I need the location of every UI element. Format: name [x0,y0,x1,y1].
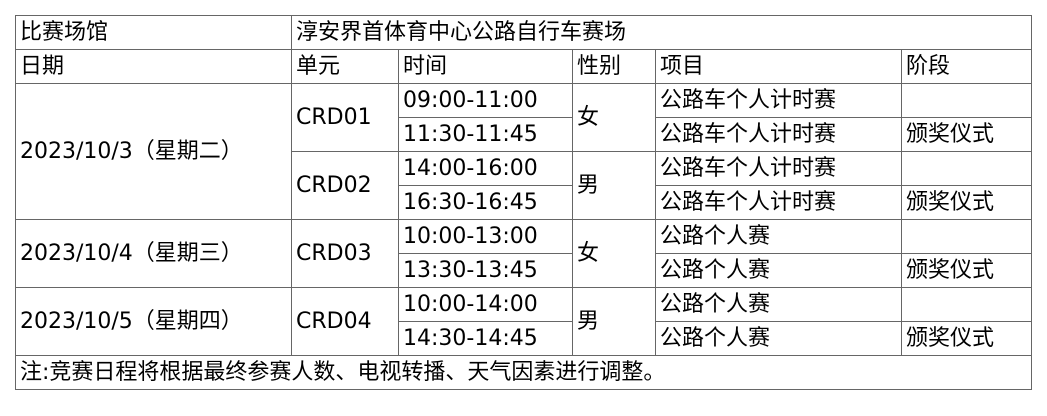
header-row: 日期 单元 时间 性别 项目 阶段 [15,49,1032,84]
date-cell: 2023/10/5（星期四） [15,287,292,356]
stage-cell: 颁奖仪式 [901,185,1032,220]
table-row: 2023/10/3（星期二） CRD01 09:00-11:00 女公路车个人计时赛 [15,83,1032,220]
unit-cell: CRD01 [291,83,399,152]
stage-cell [901,287,1032,322]
unit-cell: CRD02 [291,151,399,220]
table-row: 2023/10/4（星期三） CRD03 10:00-13:00 女公路个人赛 [15,219,1032,288]
table-row: 11:30-11:45 公路车个人计时赛 颁奖仪式 [16,117,1032,152]
time-cell: 14:30-14:45 [398,321,573,356]
note-text: 注:竞赛日程将根据最终参赛人数、电视转播、天气因素进行调整。 [15,355,1032,390]
stage-cell [901,83,1032,118]
time-cell: 10:00-14:00 [398,287,573,322]
unit-cell: CRD03 [291,219,399,288]
schedule-table: 比赛场馆 淳安界首体育中心公路自行车赛场 日期 单元 时间 性别 项目 阶段 2… [15,15,1032,390]
gender-cell: 男 [572,287,656,356]
venue-label: 比赛场馆 [15,15,292,50]
event-cell: 公路个人赛 [655,219,902,254]
event-cell: 公路个人赛 [655,287,902,322]
stage-cell [901,151,1032,186]
event-cell: 公路车个人计时赛 [655,117,902,152]
gender-cell: 女 [572,83,656,152]
table-row: 2023/10/5（星期四） CRD04 10:00-14:00 男公路个人赛 [15,287,1032,356]
time-cell: 16:30-16:45 [398,185,573,220]
note-row: 注:竞赛日程将根据最终参赛人数、电视转播、天气因素进行调整。 [15,355,1032,390]
gender-cell: 男 [572,151,656,220]
event-cell: 公路个人赛 [655,253,902,288]
time-cell: 11:30-11:45 [398,117,573,152]
table-row: 13:30-13:45 公路个人赛 颁奖仪式 [16,253,1032,288]
gender-cell: 女 [572,219,656,288]
stage-cell: 颁奖仪式 [901,321,1032,356]
stage-cell: 颁奖仪式 [901,117,1032,152]
table-row: 14:30-14:45 公路个人赛 颁奖仪式 [16,321,1032,356]
event-cell: 公路车个人计时赛 [655,151,902,186]
time-cell: 13:30-13:45 [398,253,573,288]
event-cell: 公路个人赛 [655,321,902,356]
venue-value: 淳安界首体育中心公路自行车赛场 [291,15,1032,50]
header-time: 时间 [398,49,573,84]
header-date: 日期 [15,49,292,84]
stage-cell [901,219,1032,254]
header-gender: 性别 [572,49,656,84]
header-stage: 阶段 [901,49,1032,84]
time-cell: 10:00-13:00 [398,219,573,254]
stage-cell: 颁奖仪式 [901,253,1032,288]
date-cell: 2023/10/3（星期二） [15,83,292,220]
venue-row: 比赛场馆 淳安界首体育中心公路自行车赛场 [15,15,1032,50]
event-cell: 公路车个人计时赛 [655,83,902,118]
time-cell: 14:00-16:00 [398,151,573,186]
time-cell: 09:00-11:00 [398,83,573,118]
header-event: 项目 [655,49,902,84]
event-cell: 公路车个人计时赛 [655,185,902,220]
date-cell: 2023/10/4（星期三） [15,219,292,288]
unit-cell: CRD04 [291,287,399,356]
table-row: 16:30-16:45 公路车个人计时赛 颁奖仪式 [16,185,1032,220]
header-unit: 单元 [291,49,399,84]
